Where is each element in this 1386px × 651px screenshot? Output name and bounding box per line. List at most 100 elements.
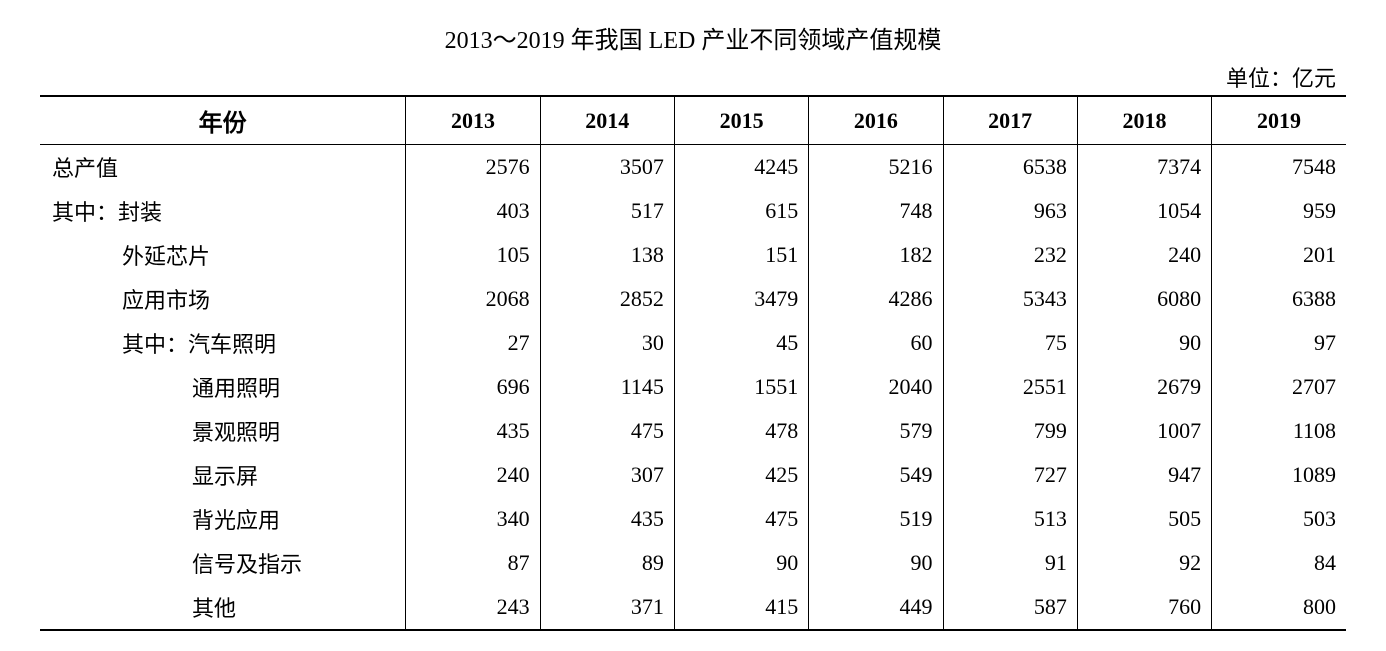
row-label: 其中：汽车照明: [40, 321, 406, 365]
header-year: 2018: [1077, 96, 1211, 145]
cell-value: 151: [674, 233, 808, 277]
row-label: 显示屏: [40, 453, 406, 497]
cell-value: 138: [540, 233, 674, 277]
cell-value: 89: [540, 541, 674, 585]
cell-value: 519: [809, 497, 943, 541]
header-year: 2017: [943, 96, 1077, 145]
cell-value: 425: [674, 453, 808, 497]
cell-value: 615: [674, 189, 808, 233]
cell-value: 2551: [943, 365, 1077, 409]
cell-value: 4286: [809, 277, 943, 321]
cell-value: 30: [540, 321, 674, 365]
cell-value: 3507: [540, 145, 674, 190]
cell-value: 3479: [674, 277, 808, 321]
table-body: 总产值2576350742455216653873747548其中：封装4035…: [40, 145, 1346, 631]
table-row: 其中：汽车照明27304560759097: [40, 321, 1346, 365]
unit-label: 单位：亿元: [40, 61, 1346, 93]
cell-value: 6538: [943, 145, 1077, 190]
row-label: 其他: [40, 585, 406, 630]
cell-value: 760: [1077, 585, 1211, 630]
cell-value: 182: [809, 233, 943, 277]
cell-value: 549: [809, 453, 943, 497]
cell-value: 240: [406, 453, 540, 497]
table-row: 其他243371415449587760800: [40, 585, 1346, 630]
cell-value: 90: [1077, 321, 1211, 365]
header-year: 2019: [1212, 96, 1346, 145]
table-row: 外延芯片105138151182232240201: [40, 233, 1346, 277]
row-label: 其中：封装: [40, 189, 406, 233]
row-label: 通用照明: [40, 365, 406, 409]
cell-value: 748: [809, 189, 943, 233]
cell-value: 579: [809, 409, 943, 453]
row-label: 总产值: [40, 145, 406, 190]
cell-value: 7548: [1212, 145, 1346, 190]
cell-value: 7374: [1077, 145, 1211, 190]
cell-value: 2852: [540, 277, 674, 321]
cell-value: 947: [1077, 453, 1211, 497]
cell-value: 475: [540, 409, 674, 453]
cell-value: 799: [943, 409, 1077, 453]
data-table: 年份 2013 2014 2015 2016 2017 2018 2019 总产…: [40, 95, 1346, 631]
cell-value: 475: [674, 497, 808, 541]
cell-value: 503: [1212, 497, 1346, 541]
cell-value: 2040: [809, 365, 943, 409]
header-year: 2014: [540, 96, 674, 145]
cell-value: 5216: [809, 145, 943, 190]
cell-value: 1108: [1212, 409, 1346, 453]
cell-value: 449: [809, 585, 943, 630]
cell-value: 232: [943, 233, 1077, 277]
cell-value: 27: [406, 321, 540, 365]
cell-value: 2707: [1212, 365, 1346, 409]
header-year: 2015: [674, 96, 808, 145]
cell-value: 84: [1212, 541, 1346, 585]
table-row: 通用照明696114515512040255126792707: [40, 365, 1346, 409]
header-row: 年份 2013 2014 2015 2016 2017 2018 2019: [40, 96, 1346, 145]
cell-value: 243: [406, 585, 540, 630]
cell-value: 1145: [540, 365, 674, 409]
cell-value: 435: [406, 409, 540, 453]
cell-value: 6388: [1212, 277, 1346, 321]
cell-value: 97: [1212, 321, 1346, 365]
row-label: 外延芯片: [40, 233, 406, 277]
cell-value: 90: [674, 541, 808, 585]
cell-value: 2576: [406, 145, 540, 190]
cell-value: 696: [406, 365, 540, 409]
cell-value: 959: [1212, 189, 1346, 233]
cell-value: 91: [943, 541, 1077, 585]
cell-value: 307: [540, 453, 674, 497]
cell-value: 478: [674, 409, 808, 453]
table-row: 背光应用340435475519513505503: [40, 497, 1346, 541]
header-label: 年份: [40, 96, 406, 145]
cell-value: 403: [406, 189, 540, 233]
row-label: 应用市场: [40, 277, 406, 321]
row-label: 景观照明: [40, 409, 406, 453]
cell-value: 513: [943, 497, 1077, 541]
header-year: 2013: [406, 96, 540, 145]
cell-value: 727: [943, 453, 1077, 497]
cell-value: 6080: [1077, 277, 1211, 321]
table-row: 景观照明43547547857979910071108: [40, 409, 1346, 453]
cell-value: 45: [674, 321, 808, 365]
cell-value: 1007: [1077, 409, 1211, 453]
cell-value: 2068: [406, 277, 540, 321]
cell-value: 90: [809, 541, 943, 585]
row-label: 背光应用: [40, 497, 406, 541]
cell-value: 5343: [943, 277, 1077, 321]
cell-value: 505: [1077, 497, 1211, 541]
cell-value: 2679: [1077, 365, 1211, 409]
table-title: 2013～2019 年我国 LED 产业不同领域产值规模: [40, 20, 1346, 55]
cell-value: 1551: [674, 365, 808, 409]
cell-value: 201: [1212, 233, 1346, 277]
cell-value: 371: [540, 585, 674, 630]
cell-value: 340: [406, 497, 540, 541]
table-row: 其中：封装4035176157489631054959: [40, 189, 1346, 233]
table-row: 信号及指示87899090919284: [40, 541, 1346, 585]
cell-value: 4245: [674, 145, 808, 190]
cell-value: 75: [943, 321, 1077, 365]
header-year: 2016: [809, 96, 943, 145]
cell-value: 800: [1212, 585, 1346, 630]
cell-value: 105: [406, 233, 540, 277]
cell-value: 587: [943, 585, 1077, 630]
cell-value: 60: [809, 321, 943, 365]
row-label: 信号及指示: [40, 541, 406, 585]
